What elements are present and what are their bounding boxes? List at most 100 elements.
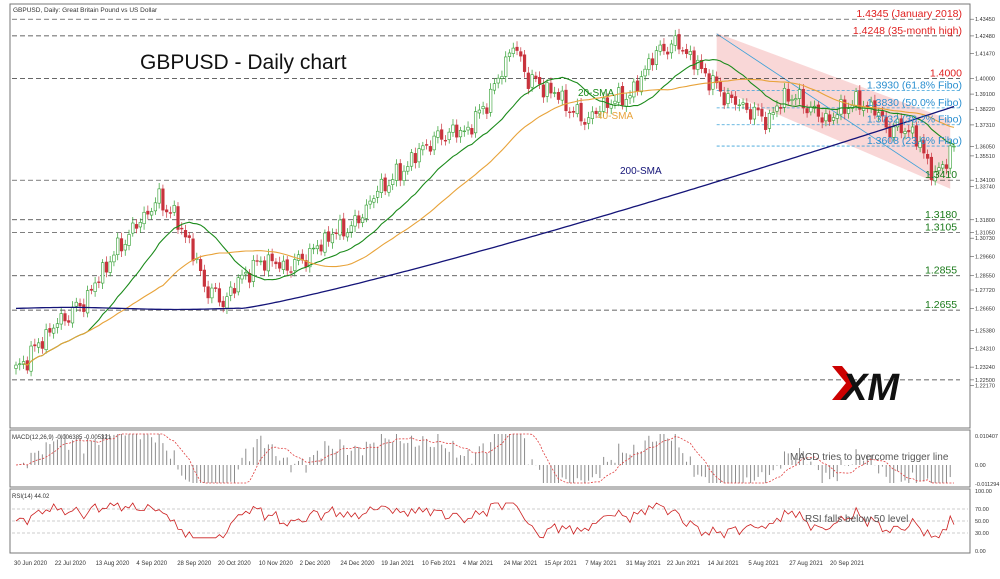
candle-body [440,129,444,140]
candle-body [895,118,900,128]
candle-body [153,202,157,212]
candle-body [383,177,387,192]
candle-body [620,86,625,106]
candle-body [202,269,206,287]
y-tick-label: 1.38220 [975,107,995,113]
candle-body [436,130,440,138]
macd-signal-line [15,433,954,484]
level-label: 1.3930 (61.8% Fibo) [867,80,962,92]
candle-body [500,76,504,79]
candle-body [944,164,949,169]
candle-body [809,106,813,113]
candle-body [564,89,568,112]
candle-body [681,50,685,52]
x-tick-label: 20 Oct 2020 [218,561,251,567]
candle-body [342,218,346,237]
candle-body [568,111,572,113]
candle-body [703,68,707,74]
y-tick-label: 1.31050 [975,231,995,237]
rsi-y-label: 50.00 [975,519,989,525]
x-tick-label: 27 Aug 2021 [789,561,823,567]
candle-body [421,145,425,151]
candle-body [112,254,116,263]
candle-body [259,260,263,263]
candle-body [150,211,154,216]
candle-body [507,52,512,57]
candle-body [948,145,952,169]
candle-body [236,277,240,293]
candle-body [59,313,63,325]
candle-body [176,206,180,230]
y-tick-label: 1.23240 [975,365,995,371]
candle-body [684,49,689,54]
candle-body [311,247,316,250]
candle-body [413,153,417,164]
candle-body [579,102,583,122]
candle-body [372,198,376,203]
candle-body [628,95,632,99]
x-tick-label: 28 Sep 2020 [177,561,212,567]
candle-body [338,219,342,236]
candle-body [816,104,820,117]
candle-body [225,296,229,309]
candle-body [44,329,48,351]
candle-body [669,43,674,54]
candle-body [376,190,380,198]
candle-body [677,34,681,50]
candle-body [187,235,191,238]
candle-body [771,112,775,115]
x-tick-label: 4 Sep 2020 [136,561,167,567]
candle-body [97,281,101,283]
candle-body [172,205,176,213]
x-tick-label: 4 Mar 2021 [463,561,494,567]
candle-body [839,99,843,115]
candle-body [805,108,809,114]
x-tick-label: 2 Dec 2020 [300,561,331,567]
candle-body [466,126,470,131]
y-tick-label: 1.34100 [975,178,995,184]
candle-body [462,130,466,133]
candle-body [266,254,270,272]
candle-body [673,35,677,46]
candle-body [425,144,429,146]
rsi-panel-frame [9,488,971,554]
candle-body [560,90,564,101]
sma20-label: 20-SMA [578,88,614,99]
candle-body [914,125,918,147]
candle-body [33,344,37,347]
level-label: 1.3410 [925,169,957,181]
candle-body [334,232,338,234]
candle-body [556,92,561,100]
candle-body [522,54,527,72]
candle-body [828,114,832,122]
candle-body [21,361,26,365]
y-tick-label: 1.26650 [975,306,995,312]
rsi-line [15,502,955,539]
candles [14,28,956,377]
candle-body [654,50,659,65]
rsi-y-label: 100.00 [975,489,992,495]
rsi-y-label: 30.00 [975,531,989,537]
xm-logo-text: XM [840,367,900,409]
y-tick-label: 1.33740 [975,184,995,190]
candle-body [489,88,493,113]
x-tick-label: 24 Dec 2020 [340,561,375,567]
candle-body [534,75,538,79]
candle-body [409,152,414,167]
candle-body [357,215,361,224]
candle-body [78,303,82,307]
candle-body [101,262,105,284]
candle-body [274,261,278,265]
x-tick-label: 22 Jul 2020 [55,561,87,567]
xm-logo-red-chevron [832,366,856,400]
candle-body [688,51,692,55]
candle-body [583,122,587,125]
candle-body [692,50,696,70]
level-labels: 1.4345 (January 2018) 1.4248 (35-month hi… [853,8,962,311]
candle-body [726,93,730,104]
descending-channel [716,32,951,189]
candle-body [794,98,798,101]
candle-body [360,217,365,223]
candle-body [877,112,881,117]
candle-body [183,229,188,238]
